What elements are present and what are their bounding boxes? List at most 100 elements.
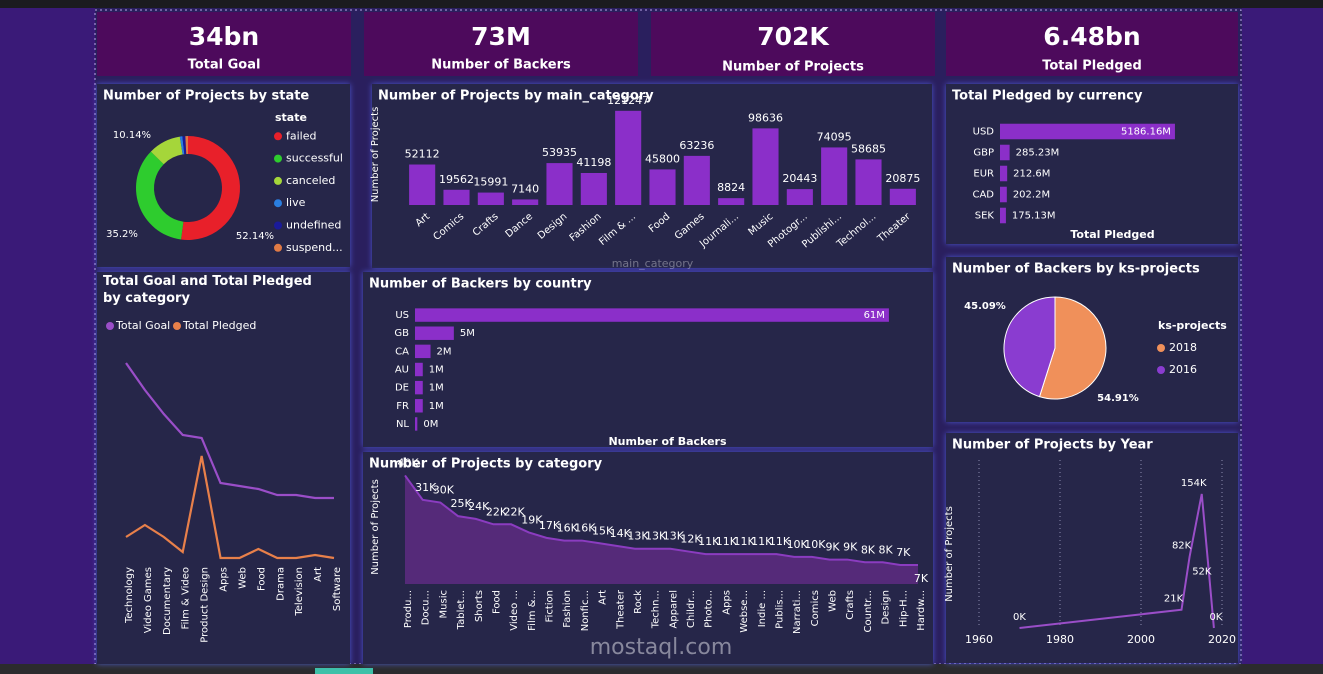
x-tick-label: Narrati... [792, 590, 803, 634]
data-label: 30K [433, 484, 455, 497]
y-axis-label: Number of Projects [370, 479, 381, 575]
data-label: 10K [787, 538, 809, 551]
data-label: 212.6M [1013, 169, 1050, 180]
y-tick-label: FR [396, 401, 409, 412]
data-label: 11K [769, 535, 791, 548]
bar [752, 128, 779, 205]
data-label: 53935 [542, 146, 577, 159]
kpi-card [651, 12, 935, 76]
legend-marker [274, 221, 282, 230]
bar [415, 417, 418, 431]
x-tick-label: Rock [633, 590, 644, 614]
bar [1000, 123, 1175, 140]
data-label: 2M [437, 346, 452, 357]
data-label: 154K [1181, 478, 1207, 489]
x-tick-label: Product Design [200, 567, 211, 643]
bar [415, 362, 423, 377]
x-tick-label: Film &... [527, 590, 538, 631]
legend-marker [274, 154, 282, 163]
x-tick-label: Television [294, 567, 305, 617]
x-tick-label: Apps [721, 590, 732, 615]
kpi-card [946, 12, 1238, 76]
bar [889, 188, 916, 205]
data-label: 52.14% [236, 231, 274, 242]
data-label: 22K [486, 505, 508, 518]
slice [182, 136, 187, 155]
y-tick-label: US [395, 310, 409, 321]
data-label: 45.09% [964, 301, 1006, 312]
x-tick-label: Tablet... [456, 590, 467, 630]
x-tick-label: Fashion [562, 590, 573, 628]
data-label: 1M [429, 383, 444, 394]
kpi-value: 34bn [189, 22, 259, 51]
legend-marker [106, 322, 114, 330]
legend-marker [274, 243, 282, 252]
y-axis-label: Number of Projects [370, 107, 381, 203]
bar [786, 189, 813, 205]
x-tick-label: Documentary [162, 567, 173, 635]
kpi-value: 702K [757, 22, 830, 51]
kpi-label: Total Pledged [1042, 59, 1142, 74]
data-label: 14K [610, 527, 632, 540]
data-label: 5M [460, 328, 475, 339]
data-label: 15991 [473, 176, 508, 189]
x-tick-label: Apps [219, 567, 230, 592]
slice [185, 136, 188, 155]
x-tick-label: Webse... [739, 590, 750, 633]
legend-label: successful [286, 152, 343, 165]
data-label: 17K [539, 519, 561, 532]
x-tick-label: Web [828, 590, 839, 612]
kpi-label: Total Goal [188, 58, 261, 73]
x-tick-label: Docu... [421, 590, 432, 625]
bar [415, 399, 423, 413]
x-tick-label: Countr... [863, 590, 874, 632]
data-label: 7K [896, 546, 911, 559]
data-label: 15K [592, 524, 614, 537]
top-strip [0, 0, 1323, 8]
data-label: 31K [415, 481, 437, 494]
data-label: 41198 [576, 156, 611, 169]
kpi-label: Number of Projects [722, 60, 864, 75]
kpi-card [364, 12, 638, 76]
x-tick-label: Drama [275, 567, 286, 601]
status-tab[interactable] [315, 668, 373, 674]
data-label: 82K [1172, 541, 1192, 552]
legend-label: canceled [286, 174, 335, 187]
data-label: 74095 [817, 130, 852, 143]
data-label: 10K [804, 538, 826, 551]
bar [415, 380, 423, 395]
panel [363, 272, 933, 447]
bar [718, 198, 745, 205]
slice [150, 136, 183, 165]
data-label: 16K [557, 522, 579, 535]
line [404, 474, 918, 566]
x-tick-label: Hardw... [916, 590, 927, 631]
bar [1000, 144, 1010, 161]
bar [683, 155, 710, 205]
data-label: 20443 [782, 172, 817, 185]
bar [415, 344, 431, 359]
x-tick-label: 2020 [1208, 633, 1236, 646]
legend-label: 2016 [1169, 363, 1197, 376]
slice [181, 136, 241, 240]
data-label: 20875 [885, 172, 920, 185]
data-label: 45800 [645, 152, 680, 165]
legend-label: suspend... [286, 241, 343, 254]
x-tick-label: Food [491, 590, 502, 614]
bar [477, 192, 504, 205]
x-tick-label: Photo... [704, 590, 715, 628]
y-tick-label: USD [973, 127, 995, 138]
data-label: 8K [861, 543, 876, 556]
chart-title: Number of Backers by country [369, 277, 592, 292]
legend-marker [274, 176, 282, 185]
kpi-card [97, 12, 351, 76]
data-label: 40K [397, 456, 419, 469]
data-label: 202.2M [1013, 190, 1050, 201]
bar [415, 326, 454, 340]
legend-marker [1157, 366, 1165, 374]
data-label: 121247 [607, 94, 649, 107]
slice [1038, 296, 1107, 400]
data-label: 11K [751, 535, 773, 548]
